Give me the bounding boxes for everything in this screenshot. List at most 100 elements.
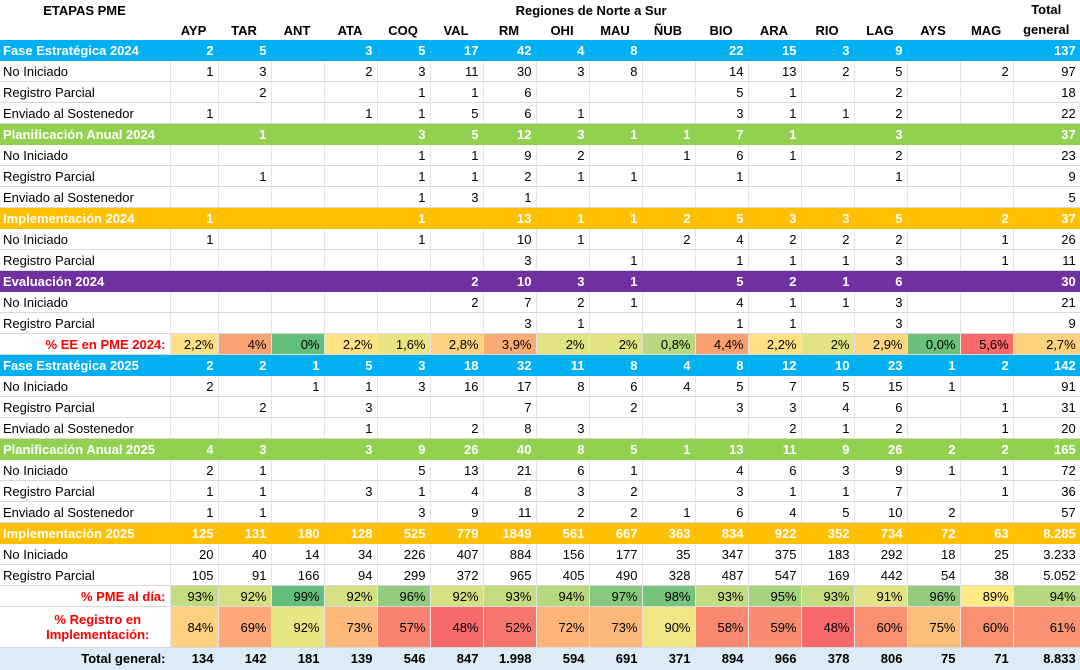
cell: 0,0%: [907, 333, 961, 355]
cell: 2: [170, 375, 219, 397]
cell: [324, 459, 378, 481]
column-header: OHI: [550, 22, 574, 38]
cell: 93%: [483, 585, 537, 607]
column-header: RIO: [815, 22, 839, 38]
cell: 3: [748, 207, 802, 229]
cell: 3: [854, 123, 908, 145]
cell: [271, 249, 325, 271]
cell: 3: [536, 60, 590, 82]
cell: 166: [271, 564, 325, 586]
cell: [271, 102, 325, 124]
row-label: Fase Estratégica 2024: [0, 40, 171, 61]
cell: 9: [1013, 165, 1080, 187]
row-label: Registro Parcial: [0, 81, 171, 103]
cell: 125: [170, 522, 219, 544]
cell: 128: [324, 522, 378, 544]
cell: [218, 291, 272, 313]
cell: 40: [483, 438, 537, 460]
cell: 98%: [642, 585, 696, 607]
column-header: AYP: [180, 22, 207, 38]
cell: 328: [642, 564, 696, 586]
cell: 1,6%: [377, 333, 431, 355]
cell: 2: [536, 291, 590, 313]
cell: 2: [960, 354, 1014, 376]
cell: 156: [536, 543, 590, 565]
cell: 3: [430, 186, 484, 208]
table-row: No Iniciado 2 7 2 1 4 1 1 3 21: [0, 291, 1080, 313]
cell: 7: [483, 291, 537, 313]
cell: 22: [695, 40, 749, 61]
cell: 8: [536, 438, 590, 460]
cell: [324, 291, 378, 313]
cell: [218, 249, 272, 271]
column-header: MAG: [970, 22, 1002, 38]
cell: 91: [218, 564, 272, 586]
column-header: RM: [498, 22, 520, 38]
cell: 667: [589, 522, 643, 544]
cell: [271, 480, 325, 502]
column-header: VAL: [443, 22, 469, 38]
cell: 20: [170, 543, 219, 565]
cell: 8: [483, 480, 537, 502]
cell: 1: [589, 207, 643, 229]
cell: 10: [483, 228, 537, 250]
cell: [271, 291, 325, 313]
table-row: Planificación Anual 2024 1 3 5 12 3 1 1 7 1 3 37: [0, 123, 1080, 145]
cell: 97: [1013, 60, 1080, 82]
cell: 2: [854, 102, 908, 124]
cell: 1: [170, 102, 219, 124]
cell: [430, 312, 484, 334]
cell: 1: [377, 207, 431, 229]
cell: 375: [748, 543, 802, 565]
cell: [907, 291, 961, 313]
cell: 36: [1013, 480, 1080, 502]
cell: 8: [589, 60, 643, 82]
row-label: % EE en PME 2024:: [0, 333, 171, 355]
row-label: Registro Parcial: [0, 564, 171, 586]
cell: [536, 396, 590, 418]
cell: 7: [854, 480, 908, 502]
cell: [218, 102, 272, 124]
cell: [170, 291, 219, 313]
cell: [170, 186, 219, 208]
cell: 1: [748, 291, 802, 313]
cell: [801, 123, 855, 145]
cell: 3: [536, 417, 590, 439]
cell: 59%: [748, 606, 802, 648]
cell: [801, 144, 855, 166]
table-row: Evaluación 2024 2 10 3 1 5 2 1 6 30: [0, 270, 1080, 292]
cell: 90%: [642, 606, 696, 648]
cell: 3: [377, 123, 431, 145]
column-header: ATA: [337, 22, 363, 38]
cell: 1: [801, 249, 855, 271]
table-row: Registro Parcial 3 1 1 1 1 3 1 11: [0, 249, 1080, 271]
row-label: No Iniciado: [0, 144, 171, 166]
cell: [218, 186, 272, 208]
cell: 31: [1013, 396, 1080, 418]
cell: [642, 270, 696, 292]
cell: 5: [854, 207, 908, 229]
cell: 89%: [960, 585, 1014, 607]
cell: 1: [324, 375, 378, 397]
cell: 21: [483, 459, 537, 481]
table-row: Planificación Anual 2025 4 3 3 9 26 40 8 5 1 13 11 9…: [0, 438, 1080, 460]
cell: 0,8%: [642, 333, 696, 355]
cell: 546: [377, 647, 431, 670]
cell: 13: [695, 438, 749, 460]
row-label: No Iniciado: [0, 459, 171, 481]
cell: 52%: [483, 606, 537, 648]
cell: 12: [483, 123, 537, 145]
cell: 1: [801, 417, 855, 439]
cell: [960, 186, 1014, 208]
cell: 37: [1013, 123, 1080, 145]
cell: 1: [483, 186, 537, 208]
row-label: Implementación 2024: [0, 207, 171, 229]
row-label: Registro Parcial: [0, 312, 171, 334]
cell: [324, 207, 378, 229]
cell: 183: [801, 543, 855, 565]
cell: 691: [589, 647, 643, 670]
cell: 1: [960, 396, 1014, 418]
cell: 2: [430, 291, 484, 313]
row-label: Total general:: [0, 647, 171, 670]
cell: 352: [801, 522, 855, 544]
